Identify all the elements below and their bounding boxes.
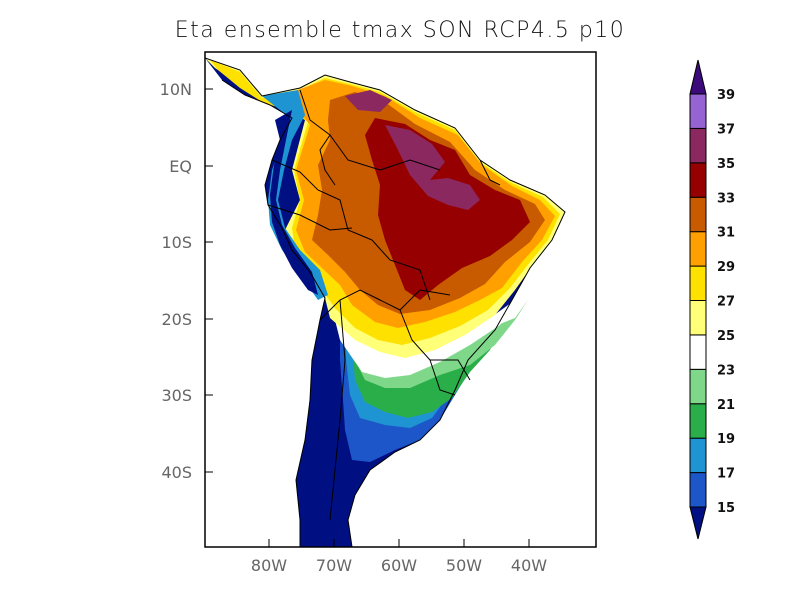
colorbar-box	[689, 334, 707, 370]
colorbar-box	[689, 231, 707, 267]
lon-label: 80W	[251, 556, 287, 575]
lat-label: 30S	[161, 386, 192, 405]
lon-label: 40W	[511, 556, 547, 575]
colorbar-label: 21	[717, 398, 735, 413]
lat-label: 10S	[161, 233, 192, 252]
country-borders	[205, 57, 566, 547]
colorbar-label: 29	[717, 260, 735, 275]
colorbar: 15 17 19 21 23 25 27 29 31 33 35 37 39	[689, 59, 735, 540]
colorbar-label: 23	[717, 363, 735, 378]
colorbar-label: 27	[717, 295, 735, 310]
colorbar-label: 31	[717, 226, 735, 241]
colorbar-label: 37	[717, 122, 735, 137]
colorbar-box	[689, 403, 707, 439]
map-frame	[204, 51, 597, 548]
colorbar-max-triangle	[689, 59, 707, 95]
colorbar-box	[689, 300, 707, 336]
colorbar-box	[689, 93, 707, 129]
map-area	[205, 57, 566, 547]
colorbar-box	[689, 127, 707, 164]
lat-label: 20S	[161, 310, 192, 329]
map-title: Eta ensemble tmax SON RCP4.5 p10	[174, 18, 626, 43]
colorbar-box	[689, 196, 707, 233]
colorbar-label: 15	[717, 501, 735, 516]
colorbar-box	[689, 162, 707, 198]
lat-label: 10N	[160, 80, 192, 99]
colorbar-box	[689, 368, 707, 405]
colorbar-label: 39	[717, 88, 735, 103]
colorbar-box	[689, 472, 707, 508]
lon-label: 60W	[381, 556, 417, 575]
andes-cold-core	[270, 110, 318, 295]
colorbar-label: 17	[717, 467, 735, 482]
colorbar-label: 25	[717, 329, 735, 344]
colorbar-box	[689, 265, 707, 302]
colorbar-box	[689, 437, 707, 474]
lat-label: 40S	[161, 463, 192, 482]
colorbar-label: 19	[717, 432, 735, 447]
lon-label: 50W	[446, 556, 482, 575]
lon-label: 70W	[316, 556, 352, 575]
colorbar-label: 35	[717, 157, 735, 172]
longitude-axis: 80W 70W 60W 50W 40W	[251, 539, 547, 575]
colorbar-label: 33	[717, 191, 735, 206]
lat-label: EQ	[169, 157, 192, 176]
temp-region-35b	[345, 90, 392, 112]
colorbar-min-triangle	[689, 506, 707, 540]
latitude-axis: 10N EQ 10S 20S 30S 40S	[160, 80, 213, 482]
